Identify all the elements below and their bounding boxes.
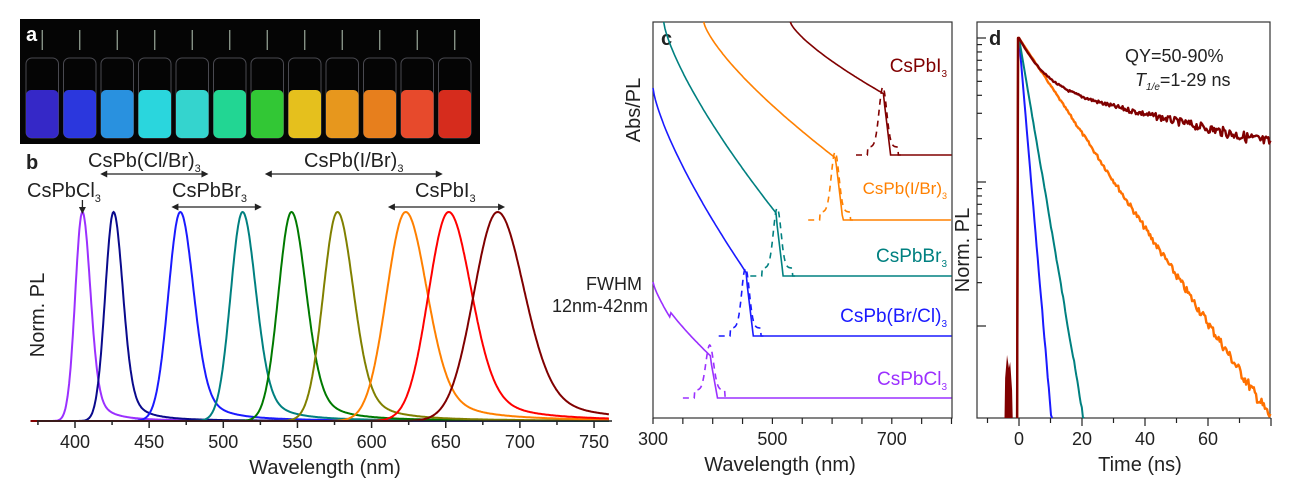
c-x-axis-label: Wavelength (nm) <box>704 454 856 476</box>
c-series-label-3: CsPb(I/Br)3 <box>863 179 947 201</box>
d-tick-label: 20 <box>1072 429 1092 449</box>
decay-curve-teal <box>1016 37 1085 419</box>
abs-curve-0 <box>652 281 952 399</box>
lifetime-sub: 1/e <box>1146 82 1160 93</box>
abs-curve-4 <box>789 21 952 156</box>
label-cspb-cl-br: CsPb(Cl/Br)3 <box>88 150 201 175</box>
b-tick-label: 700 <box>505 432 535 452</box>
b-y-axis-label: Norm. PL <box>27 273 49 357</box>
label-cspbi3: CsPbI3 <box>415 180 476 205</box>
pl-curve-577 <box>30 210 609 422</box>
pl-dashed-2 <box>750 206 796 277</box>
vial-liquid <box>101 90 134 138</box>
vial-liquid <box>401 90 434 138</box>
vial <box>288 30 322 139</box>
irf-pulse <box>1004 355 1013 418</box>
d-y-axis-label: Norm. PL <box>952 208 974 292</box>
vial-liquid <box>26 90 59 138</box>
decay-curve-dark-red <box>1015 36 1272 419</box>
decay-curve-orange <box>1015 36 1272 419</box>
b-tick-label: 600 <box>357 432 387 452</box>
vial-liquid <box>288 90 321 138</box>
b-tick-label: 400 <box>60 432 90 452</box>
arrow-cspbcl3 <box>78 200 86 214</box>
abs-curve-1 <box>652 87 952 337</box>
pl-dashed-3 <box>808 150 853 221</box>
panel-d-decay: d 0 20 40 60 Time (ns) Norm. PL QY=50-90% T… <box>952 21 1272 476</box>
panel-label-a: a <box>26 24 38 46</box>
lifetime-text: =1-29 ns <box>1160 70 1231 90</box>
lifetime-symbol: T <box>1135 70 1148 90</box>
b-tick-label: 650 <box>431 432 461 452</box>
label-cspbcl3: CsPbCl3 <box>27 180 101 205</box>
abs-curve-3 <box>702 21 951 221</box>
d-tick-label: 60 <box>1198 429 1218 449</box>
b-tick-label: 750 <box>579 432 609 452</box>
panel-label-b: b <box>26 152 38 174</box>
vial <box>25 30 59 139</box>
b-tick-label: 500 <box>208 432 238 452</box>
arrow-cspbi3 <box>387 203 506 211</box>
vial <box>175 30 209 139</box>
arrow-cspb-i-br <box>264 170 443 178</box>
c-tick-label: 500 <box>757 429 787 449</box>
fwhm-label: FWHM <box>586 274 642 294</box>
label-cspb-i-br: CsPb(I/Br)3 <box>304 150 403 175</box>
vial <box>400 30 434 139</box>
pl-dashed-4 <box>856 85 901 156</box>
vial <box>438 30 472 139</box>
vial <box>100 30 134 139</box>
pl-dashed-0 <box>682 343 728 399</box>
vial-liquid <box>213 90 246 138</box>
b-x-axis-label: Wavelength (nm) <box>249 457 401 479</box>
arrow-cspb-cl-br <box>100 170 209 178</box>
c-series-label-4: CsPbI3 <box>890 56 948 80</box>
c-tick-label: 300 <box>638 429 668 449</box>
d-tick-label: 40 <box>1135 429 1155 449</box>
c-tick-label: 700 <box>877 429 907 449</box>
panel-a-photo: a <box>20 19 480 144</box>
pl-dashed-1 <box>718 266 764 337</box>
panel-c-abs-pl: c 300 500 700 Wavelength (nm) Abs/PL CsPbC… <box>623 21 953 476</box>
vial-liquid <box>326 90 359 138</box>
vial-liquid <box>63 90 96 138</box>
panel-b-pl-spectra: b 400 450 500 550 600 650 700 750 Wavelength (n… <box>26 150 648 479</box>
arrow-cspbbr3 <box>171 203 262 211</box>
lifetime-annotation: T1/e=1-29 ns <box>1135 70 1230 93</box>
label-cspbbr3: CsPbBr3 <box>172 180 247 205</box>
d-x-axis-label: Time (ns) <box>1098 454 1182 476</box>
d-frame <box>976 21 1271 419</box>
abs-curve-2 <box>662 21 952 277</box>
fwhm-range: 12nm-42nm <box>552 296 648 316</box>
vial <box>250 30 284 139</box>
qy-annotation: QY=50-90% <box>1125 46 1224 66</box>
vial <box>138 30 172 139</box>
vial-liquid <box>138 90 171 138</box>
decay-curve-blue <box>1016 37 1054 419</box>
vial <box>213 30 247 139</box>
panel-label-d: d <box>989 28 1001 50</box>
c-series-label-0: CsPbCl3 <box>877 369 947 393</box>
vial-liquid <box>363 90 396 138</box>
vial-liquid <box>176 90 209 138</box>
vial <box>363 30 397 139</box>
c-series-label-2: CsPbBr3 <box>876 246 947 270</box>
c-series-label-1: CsPb(Br/Cl)3 <box>840 306 947 330</box>
d-tick-label: 0 <box>1014 429 1024 449</box>
vial-liquid <box>438 90 471 138</box>
c-y-axis-label: Abs/PL <box>623 78 645 142</box>
panel-label-c: c <box>661 28 672 50</box>
b-tick-label: 450 <box>134 432 164 452</box>
vial <box>325 30 359 139</box>
vial-liquid <box>251 90 284 138</box>
b-tick-label: 550 <box>282 432 312 452</box>
vial <box>63 30 97 139</box>
